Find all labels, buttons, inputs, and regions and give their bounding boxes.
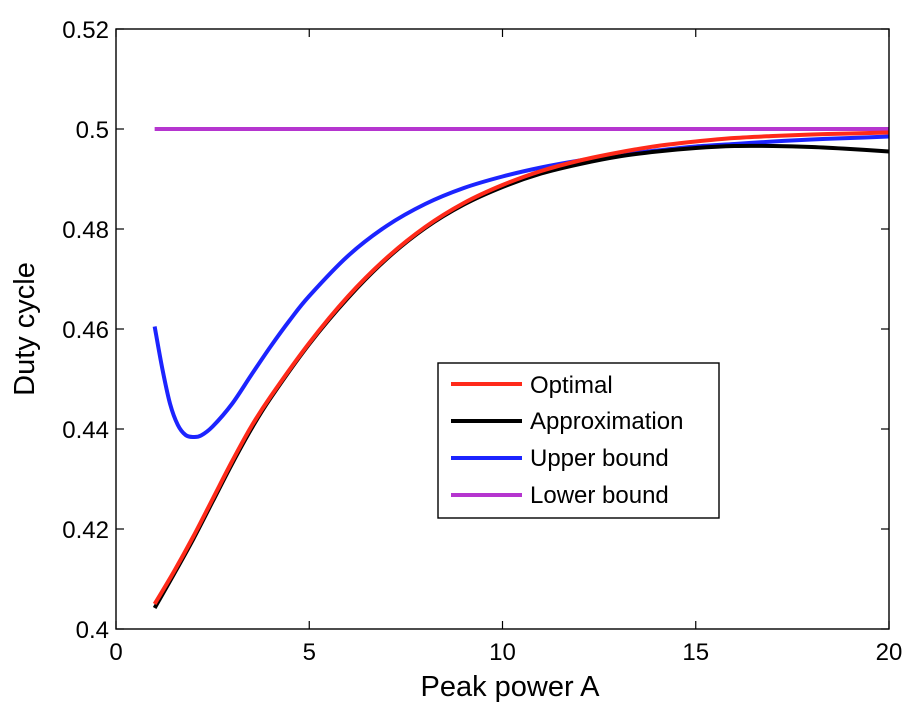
x-tick-label: 10 [489, 639, 516, 666]
legend-label-lower-bound: Lower bound [530, 482, 669, 509]
x-tick-label: 15 [682, 639, 709, 666]
y-axis-label: Duty cycle [9, 262, 41, 396]
legend-box [437, 362, 720, 519]
plot-frame [115, 28, 890, 630]
x-tick-label: 20 [876, 639, 903, 666]
legend-label-approximation: Approximation [530, 408, 683, 435]
x-tick-label: 5 [303, 639, 316, 666]
y-tick-label: 0.48 [62, 217, 109, 244]
legend-label-upper-bound: Upper bound [530, 445, 669, 472]
series-line-optimal [152, 130, 890, 606]
plot-area [116, 29, 889, 629]
y-tick-label: 0.52 [62, 17, 109, 44]
data-series [152, 127, 890, 609]
legend: Optimal Approximation Upper bound Lower … [437, 362, 720, 519]
y-tick-label: 0.46 [62, 317, 109, 344]
y-tick-label: 0.5 [76, 117, 109, 144]
x-axis-label: Peak power A [421, 671, 601, 703]
tick-labels: 0 5 10 15 20 0.4 0.42 0.44 0.46 0.48 0.5 0.52 [62, 17, 902, 666]
y-tick-label: 0.42 [62, 517, 109, 544]
y-tick-label: 0.44 [62, 417, 109, 444]
x-tick-label: 0 [109, 639, 122, 666]
legend-label-optimal: Optimal [530, 372, 613, 399]
y-tick-label: 0.4 [76, 617, 109, 644]
